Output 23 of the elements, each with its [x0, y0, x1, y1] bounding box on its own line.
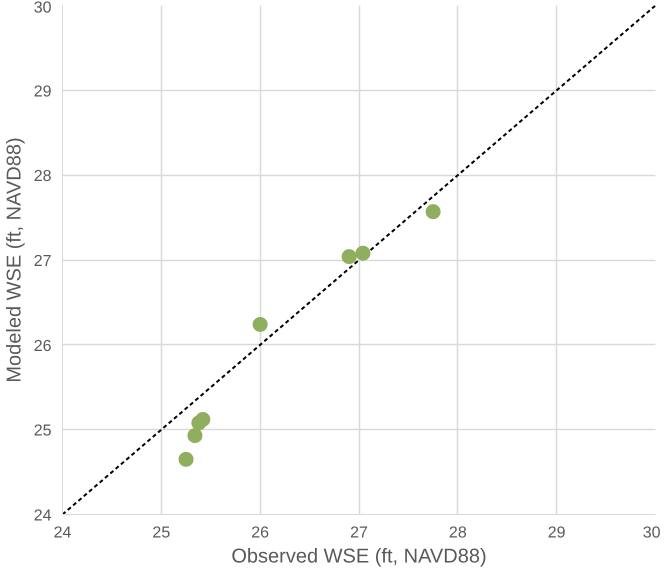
- y-tick-label: 25: [34, 422, 52, 440]
- x-axis-title: Observed WSE (ft, NAVD88): [231, 546, 487, 568]
- point: [187, 428, 202, 444]
- x-tick-label: 27: [350, 524, 368, 542]
- x-tick-label: 26: [251, 524, 270, 542]
- x-tick-label: 29: [548, 524, 566, 542]
- point: [426, 204, 441, 220]
- point: [178, 452, 194, 467]
- point: [342, 249, 357, 264]
- x-tick-label: 30: [642, 524, 661, 542]
- x-tick-label: 25: [152, 524, 170, 542]
- y-tick-label: 27: [34, 253, 52, 270]
- point: [252, 316, 268, 332]
- y-tick-label: 29: [34, 83, 52, 100]
- y-tick-label: 28: [34, 168, 52, 186]
- point: [195, 412, 210, 427]
- x-tick-label: 28: [448, 524, 467, 542]
- x-tick-label: 24: [54, 524, 72, 542]
- y-tick-label: 24: [34, 508, 52, 524]
- point: [355, 246, 370, 261]
- y-tick-label: 26: [34, 338, 52, 355]
- y-tick-label: 30: [34, 0, 52, 16]
- y-axis-title: Modeled WSE (ft, NAVD88): [4, 137, 26, 383]
